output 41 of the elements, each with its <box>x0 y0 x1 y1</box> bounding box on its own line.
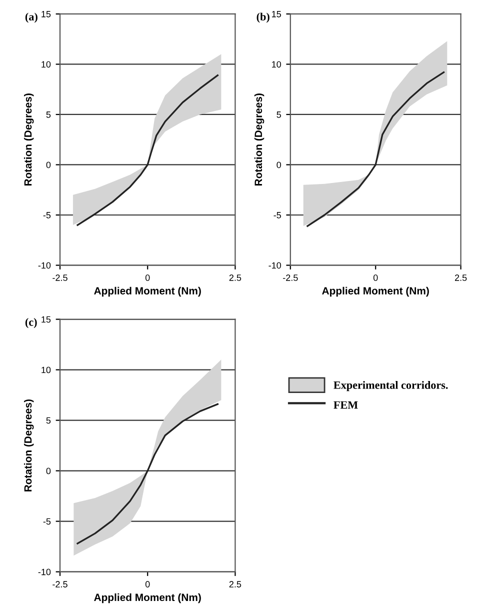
y-axis-title: Rotation (Degrees) <box>24 399 34 492</box>
legend-label: Experimental corridors. <box>334 381 448 392</box>
y-tick-label: -5 <box>274 212 281 218</box>
y-axis-title: Rotation (Degrees) <box>24 94 34 186</box>
y-tick-label: 10 <box>42 366 51 374</box>
y-tick-label: -10 <box>38 262 51 269</box>
x-tick-label: 0 <box>145 274 150 281</box>
y-tick-label: -5 <box>43 212 51 218</box>
y-tick-label: 0 <box>46 468 51 474</box>
y-axis-title: Rotation (Degrees) <box>254 94 264 186</box>
y-tick-label: 5 <box>46 112 51 118</box>
x-tick-label: 2.5 <box>229 581 242 588</box>
line-series <box>306 71 445 227</box>
x-tick-label: 2.5 <box>454 274 467 281</box>
y-tick-label: -10 <box>38 568 51 576</box>
y-tick-label: 15 <box>272 11 281 18</box>
y-tick-label: 15 <box>42 316 51 323</box>
y-tick-label: 10 <box>42 61 51 68</box>
x-tick-label: -2.5 <box>283 274 298 281</box>
x-tick-label: 2.5 <box>229 274 242 281</box>
line-series <box>76 403 219 544</box>
line-series <box>76 74 219 226</box>
legend-label: FEM <box>334 401 358 409</box>
y-tick-label: 15 <box>42 11 51 18</box>
y-tick-label: 10 <box>272 61 282 68</box>
chart-title: (b) <box>256 12 270 23</box>
y-tick-label: 5 <box>46 417 51 424</box>
chart-title: (c) <box>25 318 37 328</box>
x-tick-label: 0 <box>145 581 150 588</box>
y-tick-label: 0 <box>276 162 282 168</box>
y-tick-label: -5 <box>43 518 51 525</box>
x-tick-label: -2.5 <box>52 581 68 588</box>
x-tick-label: 0 <box>373 274 378 281</box>
y-tick-label: 5 <box>276 112 281 118</box>
y-tick-label: 0 <box>46 162 51 168</box>
x-axis-title: Applied Moment (Nm) <box>94 286 201 297</box>
x-axis-title: Applied Moment (Nm) <box>94 593 201 604</box>
x-axis-title: Applied Moment (Nm) <box>322 286 429 297</box>
y-tick-label: -10 <box>268 262 282 269</box>
chart-title: (a) <box>25 12 38 23</box>
x-tick-label: -2.5 <box>52 274 68 281</box>
